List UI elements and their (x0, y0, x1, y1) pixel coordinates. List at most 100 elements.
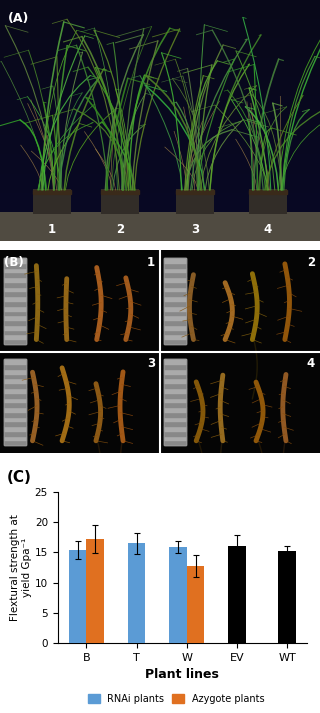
Bar (0, 352, 160, 453)
Bar (4, 402, 26, 407)
Bar (4, 258, 26, 344)
Bar (4, 407, 26, 412)
Bar (4, 369, 26, 374)
Bar (164, 379, 186, 384)
Bar (4, 416, 26, 421)
Bar (4, 359, 26, 445)
Bar (0, 250, 160, 352)
Bar (101, 190, 139, 194)
Bar (164, 441, 186, 445)
Bar (33, 190, 71, 194)
Bar (164, 329, 186, 334)
Bar (164, 306, 186, 311)
Bar (4, 388, 26, 393)
Legend: RNAi plants, Azygote plants: RNAi plants, Azygote plants (86, 692, 266, 706)
Bar (164, 359, 186, 445)
Bar (164, 282, 186, 287)
Bar (4, 379, 26, 384)
Bar (176, 190, 214, 194)
Bar (4, 297, 26, 301)
Bar (164, 258, 186, 344)
Bar (164, 369, 186, 374)
Bar (164, 359, 186, 364)
Bar (164, 436, 186, 441)
Bar (164, 287, 186, 292)
Bar (164, 412, 186, 416)
Bar (164, 267, 186, 272)
Bar (4, 339, 26, 344)
Bar (4, 258, 26, 344)
Bar (4, 277, 26, 282)
Bar (4, 334, 26, 339)
Text: 2: 2 (116, 223, 124, 236)
Bar (164, 315, 186, 320)
Bar (160, 250, 320, 352)
Text: 3: 3 (191, 223, 199, 236)
Bar (164, 292, 186, 297)
Bar (4, 320, 26, 325)
Bar (164, 421, 186, 426)
Bar (4, 325, 26, 329)
Bar (4, 393, 26, 398)
Bar (249, 190, 287, 194)
Bar (4, 292, 26, 297)
Bar (4, 315, 26, 320)
Text: 3: 3 (147, 357, 155, 371)
Bar (164, 402, 186, 407)
Text: 4: 4 (264, 223, 272, 236)
Bar (164, 374, 186, 379)
Bar (4, 267, 26, 272)
Bar (164, 311, 186, 315)
Bar (4, 398, 26, 402)
Bar (164, 388, 186, 393)
Bar (164, 277, 186, 282)
Bar (4, 441, 26, 445)
Bar (4, 263, 26, 267)
Bar (4, 436, 26, 441)
Bar (4, 421, 26, 426)
Bar (4, 301, 26, 306)
Bar (164, 272, 186, 277)
Bar (164, 320, 186, 325)
Bar (164, 416, 186, 421)
Bar (4, 364, 26, 369)
Bar (4, 359, 26, 364)
Bar (4, 329, 26, 334)
Bar (4, 426, 26, 431)
Bar (4, 412, 26, 416)
Bar (4, 306, 26, 311)
Bar (164, 407, 186, 412)
Text: 1: 1 (48, 223, 56, 236)
Bar (164, 426, 186, 431)
Bar (4, 431, 26, 436)
Bar (164, 431, 186, 436)
Bar (4, 311, 26, 315)
Bar (164, 398, 186, 402)
Text: (C): (C) (6, 470, 31, 485)
Bar (164, 301, 186, 306)
Bar (4, 384, 26, 388)
Bar (164, 393, 186, 398)
Text: (A): (A) (8, 11, 29, 24)
Bar (164, 258, 186, 344)
Bar (164, 359, 186, 445)
Text: (B): (B) (4, 256, 24, 270)
Bar (164, 325, 186, 329)
Text: 1: 1 (147, 256, 155, 270)
Bar (164, 384, 186, 388)
Bar (164, 258, 186, 263)
Bar (4, 287, 26, 292)
Bar (164, 297, 186, 301)
Bar (4, 359, 26, 445)
Bar (4, 374, 26, 379)
Bar (4, 282, 26, 287)
Bar (164, 334, 186, 339)
Bar (164, 263, 186, 267)
Bar (164, 339, 186, 344)
Bar (160, 352, 320, 453)
Text: 4: 4 (307, 357, 315, 371)
Bar (164, 364, 186, 369)
Text: 2: 2 (307, 256, 315, 270)
Bar (4, 272, 26, 277)
Bar (4, 258, 26, 263)
